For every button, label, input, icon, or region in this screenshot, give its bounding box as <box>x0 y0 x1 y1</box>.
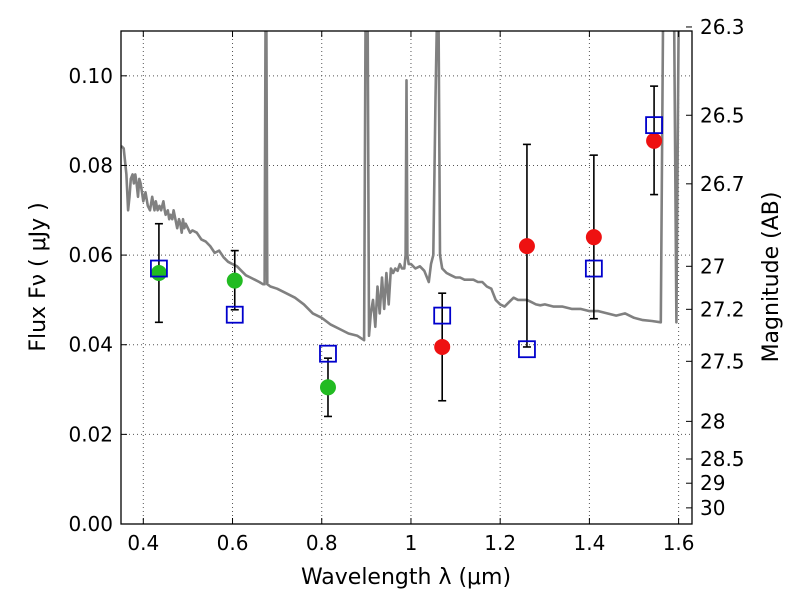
axis-ticks: 0.4 0.6 0.8 1 1.2 1.4 1.6 0.00 0.02 0.04 0.06 0.08 0… <box>68 15 744 555</box>
data-point <box>226 272 243 289</box>
data-point <box>319 379 336 396</box>
mag-tick-label: 26.7 <box>700 172 745 196</box>
y-tick-label: 0.06 <box>68 243 113 267</box>
x-tick-label: 1.4 <box>573 531 605 555</box>
model-point <box>433 306 452 325</box>
data-point <box>585 229 602 246</box>
data-point <box>434 338 451 355</box>
mag-tick-label: 29 <box>700 471 725 495</box>
model-point <box>584 259 603 278</box>
data-point <box>646 132 663 149</box>
mag-tick-label: 28.5 <box>700 447 745 471</box>
y-tick-label: 0.08 <box>68 153 113 177</box>
mag-tick-label: 27.2 <box>700 297 745 321</box>
data-point <box>150 265 167 282</box>
plot-area <box>121 31 680 418</box>
model-point <box>518 340 536 359</box>
y-tick-label: 0.02 <box>68 422 113 446</box>
mag-tick-label: 26.5 <box>700 103 745 127</box>
x-tick-label: 1.2 <box>484 531 516 555</box>
y-axis-title: Flux Fν ( μJy ) <box>26 202 51 351</box>
x-tick-label: 0.6 <box>217 531 249 555</box>
model-point <box>645 116 663 135</box>
model-point <box>319 344 337 363</box>
y2-axis-title: Magnitude (AB) <box>759 192 784 363</box>
model-point <box>150 259 168 278</box>
x-axis-title: Wavelength λ (μm) <box>301 565 511 590</box>
x-tick-label: 0.8 <box>306 531 338 555</box>
data-point <box>518 238 535 255</box>
x-tick-label: 1 <box>405 531 418 555</box>
mag-tick-label: 27.5 <box>700 349 745 373</box>
mag-tick-label: 27 <box>700 254 725 278</box>
y-tick-label: 0.00 <box>68 512 113 536</box>
model-spectrum-line <box>121 31 680 342</box>
y-tick-label: 0.10 <box>68 64 113 88</box>
plot-frame <box>120 30 693 525</box>
x-tick-label: 1.6 <box>663 531 695 555</box>
model-point <box>225 305 244 324</box>
x-tick-label: 0.4 <box>127 531 159 555</box>
mag-tick-label: 28 <box>700 409 725 433</box>
mag-tick-label: 26.3 <box>700 15 745 39</box>
y-tick-label: 0.04 <box>68 333 113 357</box>
mag-tick-label: 30 <box>700 496 725 520</box>
